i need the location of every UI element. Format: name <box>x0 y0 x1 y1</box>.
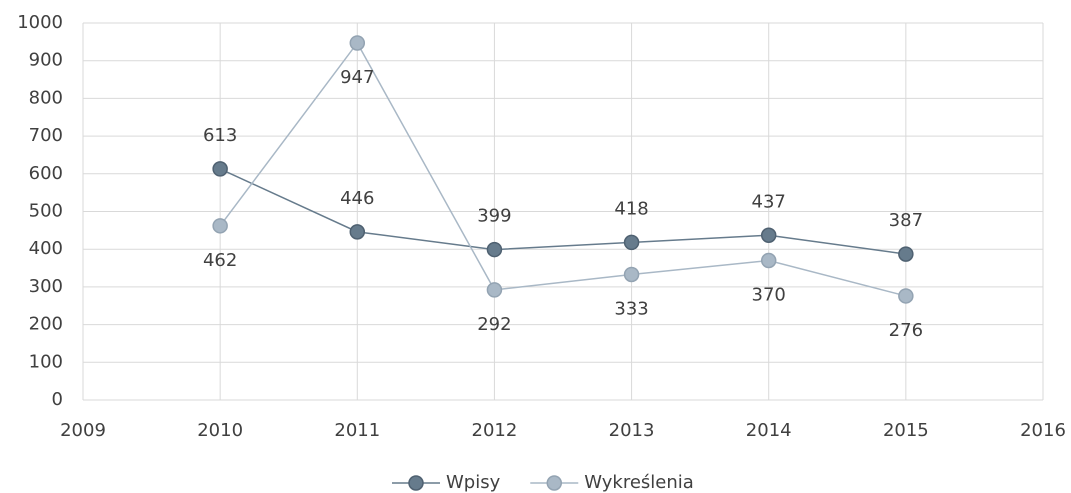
y-tick-label: 400 <box>29 238 63 259</box>
legend-marker <box>546 475 563 491</box>
marker <box>349 224 366 240</box>
marker <box>898 246 914 262</box>
marker <box>623 266 640 283</box>
x-tick-label: 2012 <box>472 420 518 441</box>
marker <box>486 282 503 298</box>
x-tick-label: 2009 <box>60 420 106 441</box>
data-label: 446 <box>340 188 374 209</box>
y-tick-label: 0 <box>52 389 63 410</box>
legend-label: Wpisy <box>446 472 501 493</box>
y-tick-label: 600 <box>29 163 63 184</box>
y-tick-label: 200 <box>29 314 63 335</box>
data-label: 370 <box>752 285 786 306</box>
data-label: 947 <box>340 67 374 88</box>
legend-label: Wykreślenia <box>584 472 694 493</box>
marker <box>212 218 228 234</box>
data-label: 613 <box>203 125 237 146</box>
data-label: 399 <box>477 206 511 227</box>
x-tick-label: 2016 <box>1020 420 1066 441</box>
data-label: 418 <box>614 198 648 219</box>
y-tick-label: 900 <box>29 50 63 71</box>
x-tick-label: 2010 <box>197 420 243 441</box>
marker <box>898 288 914 304</box>
y-tick-label: 100 <box>29 351 63 372</box>
y-tick-label: 300 <box>29 276 63 297</box>
x-tick-label: 2013 <box>609 420 655 441</box>
x-tick-label: 2011 <box>334 420 380 441</box>
x-tick-label: 2014 <box>746 420 792 441</box>
data-label: 462 <box>203 250 237 271</box>
marker <box>349 35 366 51</box>
data-label: 437 <box>752 191 786 212</box>
y-tick-label: 1000 <box>17 12 63 33</box>
legend-marker <box>408 475 424 491</box>
data-label: 292 <box>477 314 511 335</box>
marker <box>760 252 777 269</box>
marker <box>212 161 228 177</box>
y-tick-label: 500 <box>29 201 63 222</box>
y-tick-label: 800 <box>29 87 63 108</box>
data-label: 387 <box>889 210 923 231</box>
data-label: 276 <box>889 320 923 341</box>
y-tick-label: 700 <box>29 125 63 146</box>
series-line <box>219 168 906 255</box>
marker <box>486 241 503 258</box>
marker <box>623 234 640 251</box>
data-label: 333 <box>614 298 648 319</box>
x-tick-label: 2015 <box>883 420 929 441</box>
series-line <box>219 41 907 297</box>
marker <box>760 227 777 244</box>
